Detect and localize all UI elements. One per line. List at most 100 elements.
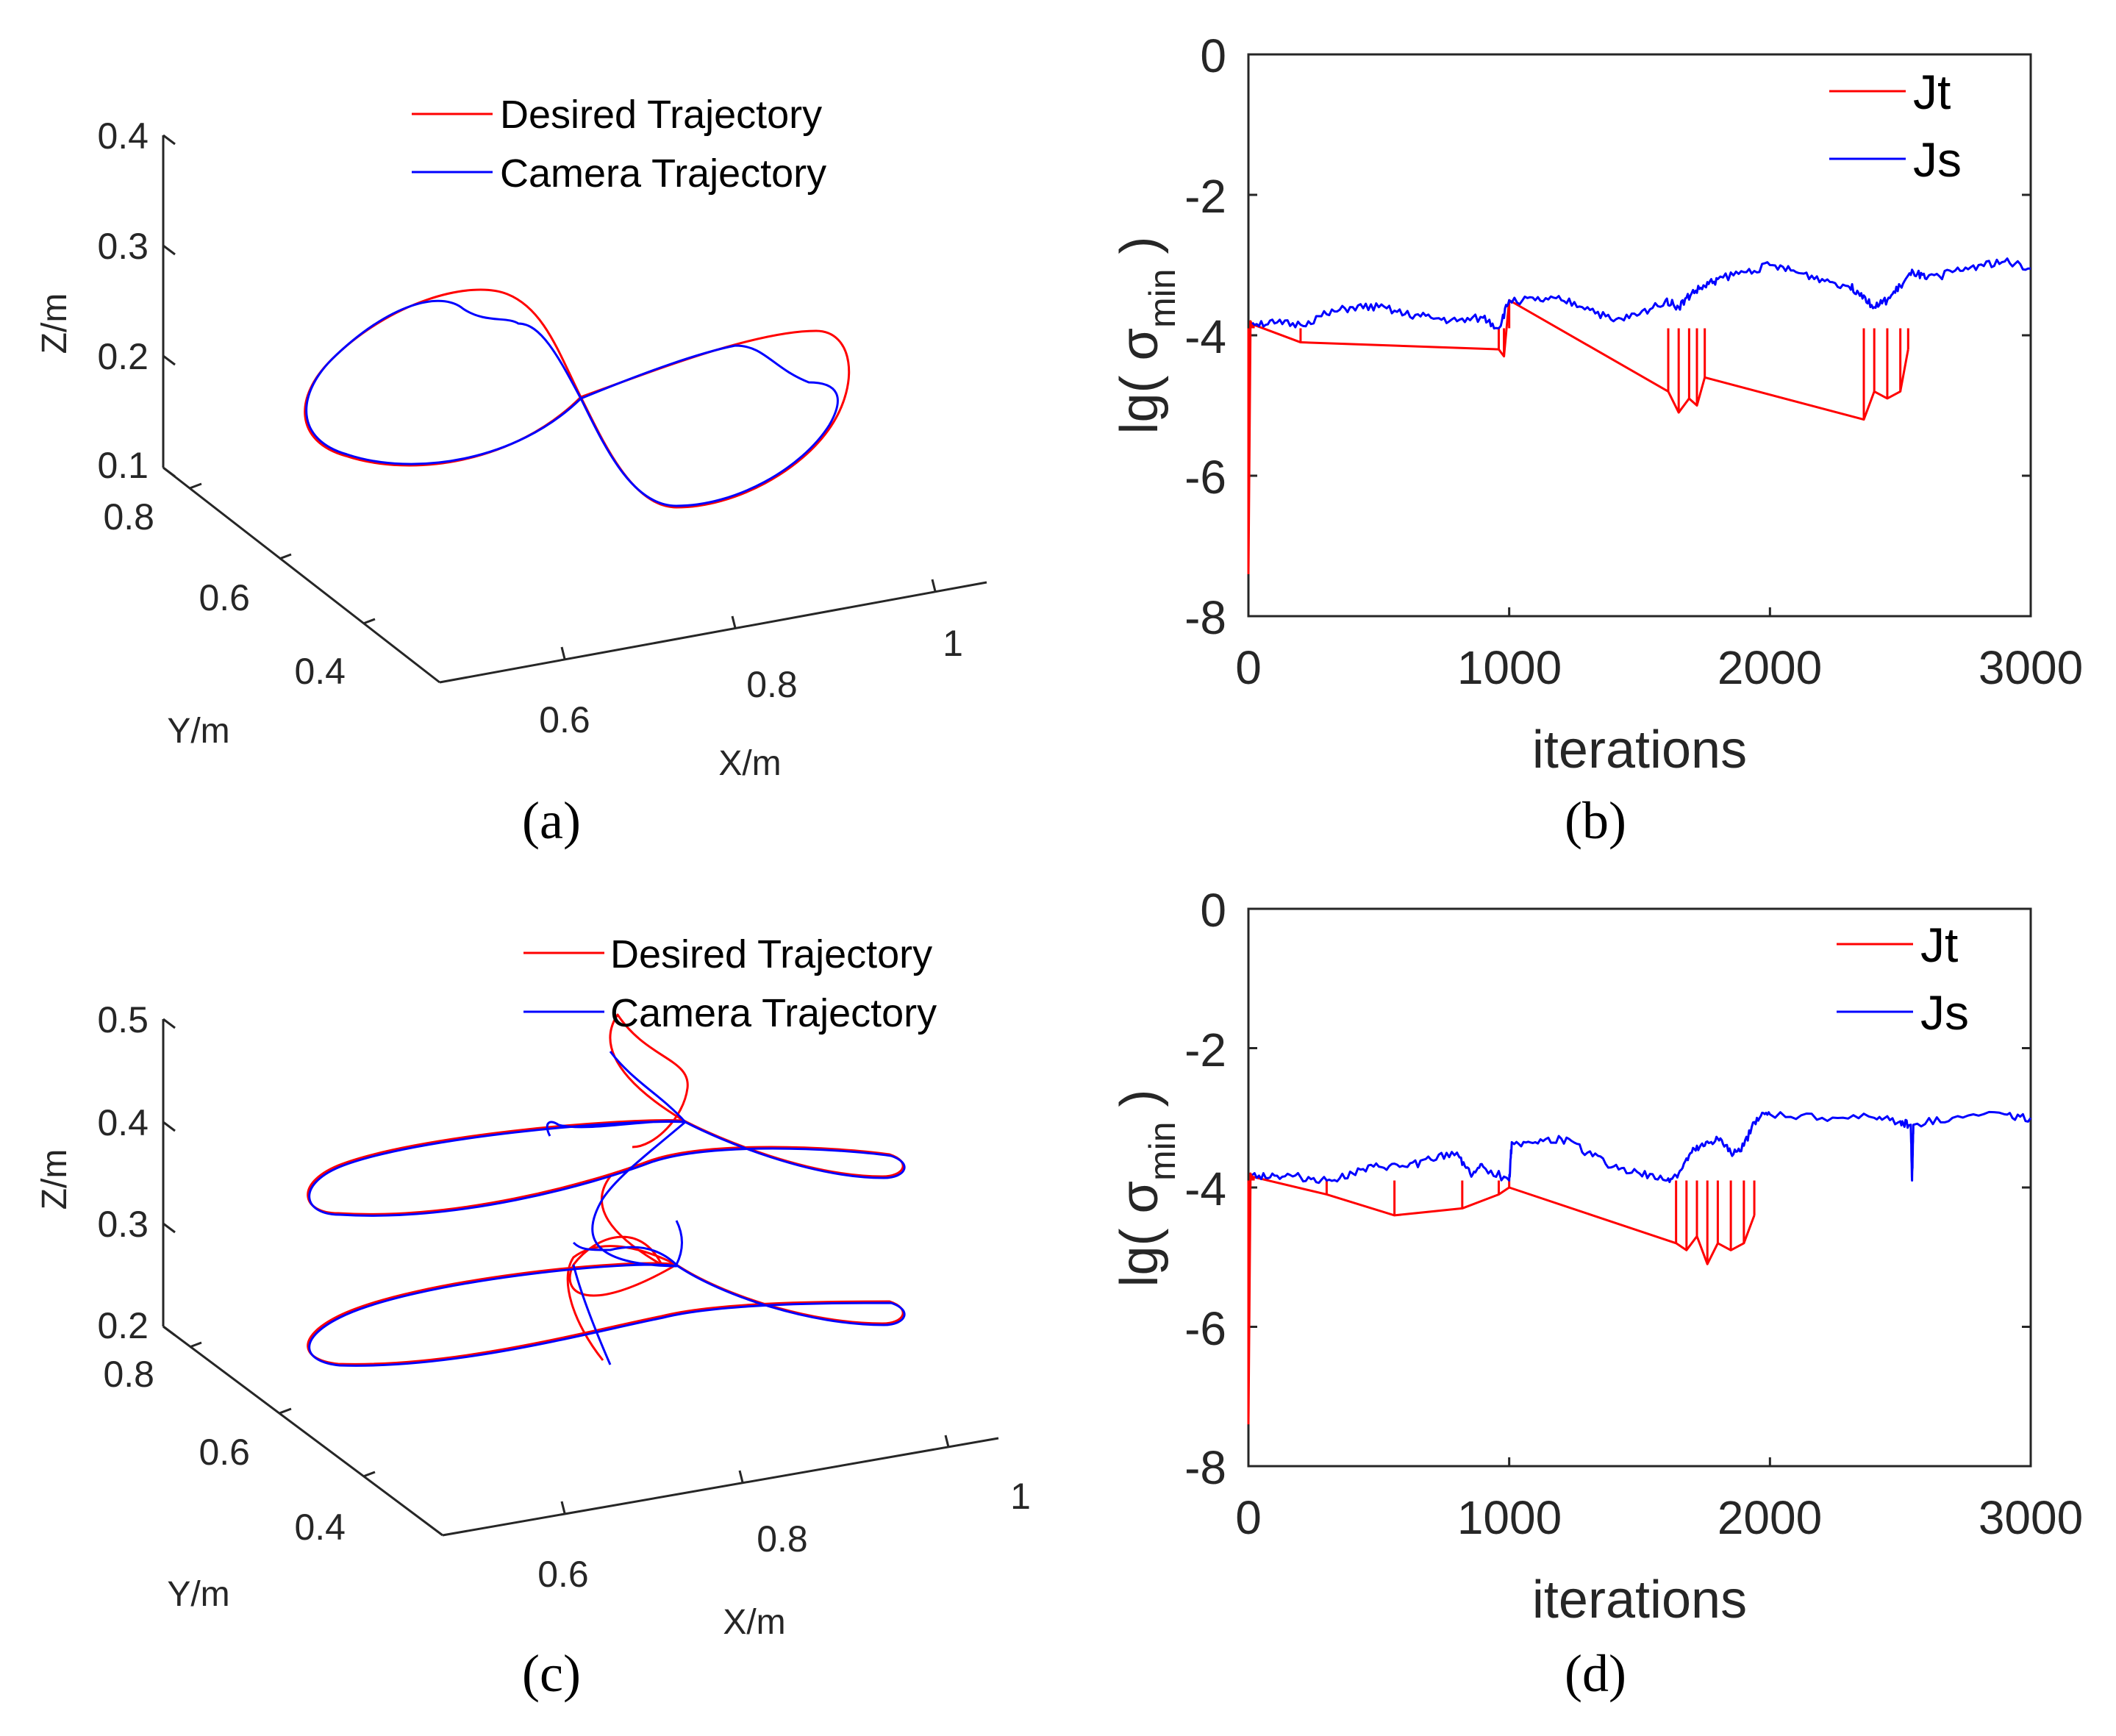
z-tick-label: 0.3 <box>97 226 149 267</box>
z-tick-label: 0.5 <box>97 999 149 1040</box>
y-axis-label: lg( σmin ) <box>1110 1089 1183 1287</box>
z-tick-label: 0.3 <box>97 1204 149 1245</box>
series-camera-trajectory <box>305 299 839 507</box>
x-tick-label: 0.6 <box>539 699 590 740</box>
y-axis-label-close: ) <box>1110 236 1169 268</box>
plot-area <box>1247 907 2032 1468</box>
z-ticks: 0.5 0.4 0.3 0.2 <box>97 999 176 1346</box>
axis-ticks <box>1247 53 2032 618</box>
z-tick-label: 0.1 <box>97 445 149 486</box>
y-tick-label: 0.6 <box>199 1432 250 1473</box>
panel-caption: (a) <box>522 791 581 850</box>
legend-label-jt: Jt <box>1913 65 1951 119</box>
series-jt-line <box>1247 1172 1756 1425</box>
series-desired-trajectory <box>304 288 851 509</box>
x-axis-label: iterations <box>1532 721 1747 779</box>
axis-ticks <box>1247 907 2032 1468</box>
x-tick-label: 0.6 <box>537 1554 589 1595</box>
legend: Jt Js <box>1829 65 1962 187</box>
y-tick-label: 0.4 <box>294 651 346 692</box>
y-axis-label: Y/m <box>167 712 229 751</box>
legend-label-camera: Camera Trajectory <box>500 151 826 196</box>
series-js-line <box>1251 257 2031 330</box>
series-jt-line <box>1247 299 1909 574</box>
x-tick-label: 0 <box>1235 1491 1262 1544</box>
series-camera-trajectory <box>308 1051 906 1367</box>
y-tick-label: -4 <box>1184 1162 1226 1215</box>
x-tick-label: 0.8 <box>757 1518 808 1560</box>
x-tick-label: 1 <box>1010 1476 1031 1517</box>
panel-d-line-chart: 0 -2 -4 -6 -8 0 1000 2000 3000 iteration… <box>1110 884 2083 1703</box>
y-tick-label: 0 <box>1200 29 1226 82</box>
y-ticks: 0.8 0.6 0.4 <box>103 482 376 692</box>
legend: Jt Js <box>1837 918 1969 1040</box>
x-axis-label: iterations <box>1532 1571 1747 1629</box>
y-tick-labels: 0 -2 -4 -6 -8 <box>1184 29 1226 644</box>
y-tick-label: 0.8 <box>103 496 154 537</box>
x-tick-label: 3000 <box>1979 641 2083 694</box>
legend-label-jt: Jt <box>1920 918 1958 972</box>
y-axis-label-main: lg( σ <box>1110 1181 1169 1287</box>
legend-label-js: Js <box>1920 985 1969 1040</box>
series-desired-trajectory <box>307 1013 904 1365</box>
x-tick-labels: 0 1000 2000 3000 <box>1235 1491 2083 1544</box>
x-axis-label: X/m <box>718 744 781 783</box>
x-tick-label: 1000 <box>1457 1491 1562 1544</box>
legend-label-desired: Desired Trajectory <box>500 93 822 137</box>
legend-label-desired: Desired Trajectory <box>610 932 932 976</box>
legend-label-js: Js <box>1913 132 1962 187</box>
y-axis-line <box>162 466 440 684</box>
panel-caption: (c) <box>522 1644 581 1703</box>
y-axis-label: lg( σmin ) <box>1110 236 1183 434</box>
y-tick-label: 0.4 <box>294 1507 346 1548</box>
panel-caption: (b) <box>1565 791 1626 850</box>
y-tick-label: -6 <box>1184 1302 1226 1355</box>
y-axis-label-subscript: min <box>1142 268 1183 328</box>
svg-text:lg( σmin ): lg( σmin ) <box>1110 236 1183 434</box>
z-tick-label: 0.2 <box>97 1305 149 1346</box>
y-tick-label: 0.6 <box>199 577 250 618</box>
y-tick-labels: 0 -2 -4 -6 -8 <box>1184 884 1226 1494</box>
z-axis-label: Z/m <box>35 1149 74 1210</box>
y-axis-label: Y/m <box>167 1575 229 1614</box>
x-tick-label: 0 <box>1235 641 1262 694</box>
y-tick-label: -2 <box>1184 1024 1226 1076</box>
z-axis-label: Z/m <box>35 293 74 354</box>
y-tick-label: 0.8 <box>103 1354 154 1395</box>
x-axis-line <box>439 581 987 684</box>
legend: Desired Trajectory Camera Trajectory <box>412 93 826 196</box>
x-tick-label: 1 <box>943 623 963 664</box>
y-tick-label: -8 <box>1184 1441 1226 1494</box>
z-tick-label: 0.2 <box>97 336 149 377</box>
svg-text:lg( σmin ): lg( σmin ) <box>1110 1089 1183 1287</box>
panel-a-3d-trajectory: 0.4 0.3 0.2 0.1 0.8 0.6 0.4 0.6 0.8 1 Z/… <box>35 93 987 850</box>
x-tick-label: 1000 <box>1457 641 1562 694</box>
series-lines <box>1247 257 2031 574</box>
y-axis-line <box>162 1325 443 1537</box>
y-tick-label: -8 <box>1184 591 1226 644</box>
panel-caption: (d) <box>1565 1644 1626 1703</box>
x-tick-label: 3000 <box>1979 1491 2083 1544</box>
y-tick-label: -2 <box>1184 170 1226 223</box>
x-ticks: 0.6 0.8 1 <box>539 579 963 740</box>
y-ticks: 0.8 0.6 0.4 <box>103 1341 376 1548</box>
x-tick-label: 2000 <box>1718 641 1822 694</box>
x-ticks: 0.6 0.8 1 <box>537 1435 1031 1595</box>
x-axis-line <box>442 1437 999 1537</box>
z-ticks: 0.4 0.3 0.2 0.1 <box>97 115 176 486</box>
y-tick-label: -4 <box>1184 310 1226 363</box>
y-axis-label-close: ) <box>1110 1089 1169 1121</box>
series-js-line <box>1251 1110 2032 1185</box>
x-tick-labels: 0 1000 2000 3000 <box>1235 641 2083 694</box>
y-tick-label: -6 <box>1184 451 1226 504</box>
y-axis-label-subscript: min <box>1142 1121 1183 1181</box>
legend-label-camera: Camera Trajectory <box>610 991 937 1035</box>
panel-b-line-chart: 0 -2 -4 -6 -8 0 1000 2000 3000 iteration… <box>1110 29 2083 850</box>
panel-c-3d-trajectory: 0.5 0.4 0.3 0.2 0.8 0.6 0.4 0.6 0.8 1 Z/… <box>35 932 1031 1703</box>
legend: Desired Trajectory Camera Trajectory <box>523 932 937 1035</box>
x-tick-label: 0.8 <box>746 664 798 705</box>
z-tick-label: 0.4 <box>97 115 149 157</box>
z-tick-label: 0.4 <box>97 1102 149 1143</box>
x-tick-label: 2000 <box>1718 1491 1822 1544</box>
